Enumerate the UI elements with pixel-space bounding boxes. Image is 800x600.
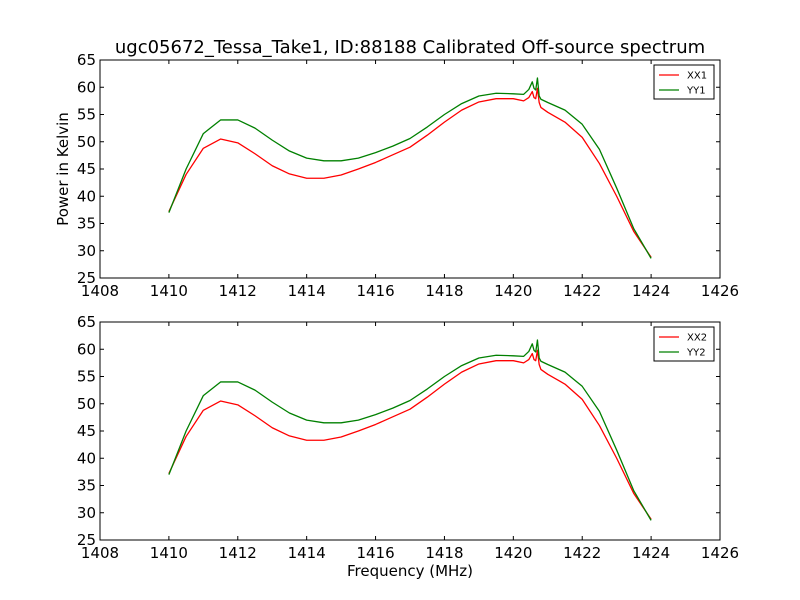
panel-1-series-yy1-line (168, 77, 652, 259)
panel-2-xtick-label: 1422 (563, 544, 601, 562)
panel-2-ytick-label: 50 (77, 395, 96, 413)
panel-2-xtick-label: 1414 (288, 544, 326, 562)
panel-2-axes-frame (99, 321, 721, 541)
panel-2-xtick-label: 1418 (425, 544, 463, 562)
panel-2-xtick-label: 1410 (150, 544, 188, 562)
panel-2-xtick-label: 1416 (356, 544, 394, 562)
panel-1-xtick-label: 1422 (563, 282, 601, 300)
panel-2-ytick-label: 25 (77, 531, 96, 549)
panel-2-x-axis-label: Frequency (MHz) (347, 562, 473, 580)
panel-1-xtick-label: 1420 (494, 282, 532, 300)
panel-2-xtick-label: 1424 (632, 544, 670, 562)
panel-2-xtick-label: 1426 (701, 544, 739, 562)
panel-1-ytick-label: 40 (77, 187, 96, 205)
panel-1-axes-frame (99, 59, 721, 279)
panel-2-xtick-label: 1408 (81, 544, 119, 562)
figure-title: ugc05672_Tessa_Take1, ID:88188 Calibrate… (115, 37, 705, 58)
panel-1-xtick-label: 1418 (425, 282, 463, 300)
panel-2-ytick-label: 60 (77, 340, 96, 358)
panel-2-xtick-label: 1412 (219, 544, 257, 562)
panel-2-ytick-label: 35 (77, 477, 96, 495)
panel-1-legend-label-xx1: XX1 (687, 71, 707, 82)
panel-2-ytick-label: 65 (77, 313, 96, 331)
panel-1-xtick-label: 1412 (219, 282, 257, 300)
panel-2-xtick-label: 1420 (494, 544, 532, 562)
panel-1-xtick-label: 1424 (632, 282, 670, 300)
panel-1-ytick-label: 45 (77, 160, 96, 178)
panel-1-xtick-label: 1416 (356, 282, 394, 300)
panel-1-ytick-label: 35 (77, 215, 96, 233)
panel-1-ytick-label: 60 (77, 78, 96, 96)
panel-2-legend-label-xx2: XX2 (687, 333, 707, 344)
panel-2-series-yy2-line (168, 339, 652, 521)
panel-2-ytick-label: 40 (77, 449, 96, 467)
panel-1-legend-label-yy1: YY1 (686, 86, 706, 97)
panel-1-xtick-label: 1426 (701, 282, 739, 300)
panel-1-xtick-label: 1408 (81, 282, 119, 300)
panel-1-legend-box (653, 64, 715, 100)
panel-2-series-xx2-line (168, 349, 652, 520)
panel-2-ytick-label: 30 (77, 504, 96, 522)
panel-1-y-axis-label: Power in Kelvin (54, 112, 72, 226)
panel-1-series-xx1-line (168, 87, 652, 258)
panel-2-legend-box (653, 326, 715, 362)
panel-1-xtick-label: 1410 (150, 282, 188, 300)
panel-2-ytick-label: 45 (77, 422, 96, 440)
panel-2-legend-label-yy2: YY2 (686, 348, 706, 359)
panel-1-ytick-label: 65 (77, 51, 96, 69)
panel-2-ytick-label: 55 (77, 368, 96, 386)
panel-1-xtick-label: 1414 (288, 282, 326, 300)
panel-1-ytick-label: 55 (77, 106, 96, 124)
panel-1-ytick-label: 25 (77, 269, 96, 287)
panel-1-ytick-label: 50 (77, 133, 96, 151)
panel-1-ytick-label: 30 (77, 242, 96, 260)
